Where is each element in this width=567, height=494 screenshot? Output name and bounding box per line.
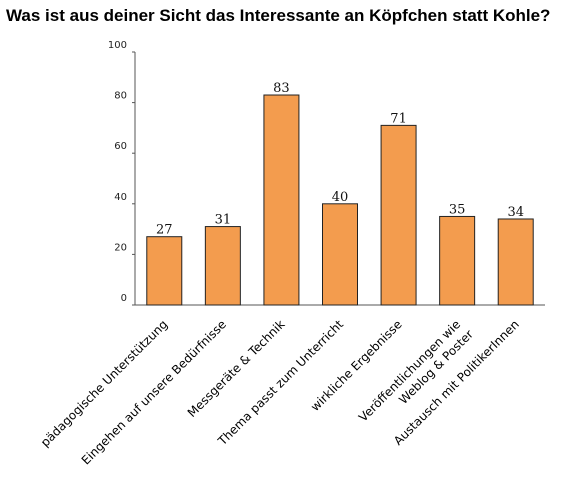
bar xyxy=(263,94,300,306)
bar xyxy=(322,203,358,306)
y-tick-label: 0 xyxy=(121,293,127,304)
data-labels: 27 31 83 40 71 35 34 xyxy=(156,81,524,238)
category-label: Thema passt zum Unterricht xyxy=(215,317,347,449)
y-tick-label: 60 xyxy=(114,141,127,152)
data-label: 35 xyxy=(449,202,466,217)
bar xyxy=(204,226,241,306)
bars xyxy=(146,94,534,306)
category-label-line: Messgeräte & Technik xyxy=(185,317,288,420)
category-label-line: Veröffentlichungen wie xyxy=(356,317,463,424)
y-tick-label: 40 xyxy=(114,192,127,203)
bar xyxy=(439,215,476,306)
data-label: 40 xyxy=(332,190,349,205)
category-label: Messgeräte & Technik xyxy=(185,317,288,420)
bar xyxy=(146,236,183,306)
y-tick-label: 20 xyxy=(114,242,127,253)
data-label: 34 xyxy=(507,205,524,220)
category-label: pädagogische Unterstützung xyxy=(38,317,170,449)
y-tick-label: 80 xyxy=(114,91,127,102)
category-label-line: Thema passt zum Unterricht xyxy=(215,317,347,449)
category-label-line: pädagogische Unterstützung xyxy=(38,317,170,449)
bar xyxy=(380,124,417,306)
y-tick-label: 100 xyxy=(108,40,127,51)
data-label: 31 xyxy=(215,213,232,228)
data-label: 27 xyxy=(156,223,173,238)
data-label: 71 xyxy=(390,111,407,126)
chart-title: Was ist aus deiner Sicht das Interessant… xyxy=(6,6,551,25)
data-label: 83 xyxy=(273,81,290,96)
bar xyxy=(497,218,534,306)
